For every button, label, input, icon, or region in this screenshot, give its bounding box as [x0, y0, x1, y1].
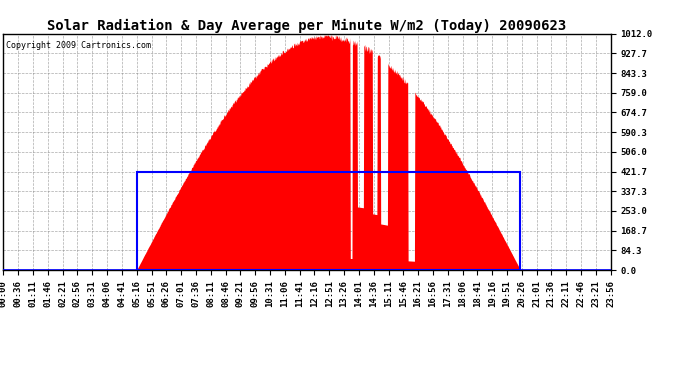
Bar: [137, 171, 520, 270]
Text: Copyright 2009 Cartronics.com: Copyright 2009 Cartronics.com: [6, 41, 152, 50]
Title: Solar Radiation & Day Average per Minute W/m2 (Today) 20090623: Solar Radiation & Day Average per Minute…: [48, 18, 566, 33]
